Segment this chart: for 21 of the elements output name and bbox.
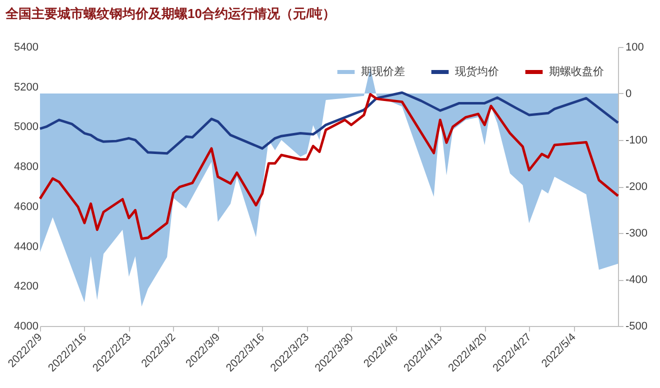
y-tick-label: 4400: [14, 240, 38, 253]
line-series: [38, 92, 620, 240]
y2-tick-label: -100: [626, 134, 648, 146]
y2-tick-label: 100: [626, 42, 644, 54]
y2-tick-label: -300: [626, 228, 648, 240]
y-tick-label: 5200: [14, 81, 38, 94]
chart-title: 全国主要城市螺纹钢均价及期螺10合约运行情况（元/吨）: [4, 6, 336, 21]
line-series: [38, 91, 620, 155]
y2-tick-label: 0: [626, 88, 632, 100]
y-tick-label: 4000: [14, 320, 38, 332]
y2-tick-label: -400: [626, 274, 648, 286]
legend-label: 现货均价: [455, 66, 499, 78]
y2-tick-label: -500: [626, 320, 648, 332]
legend-label: 期螺收盘价: [549, 65, 604, 78]
y-tick-label: 5400: [14, 42, 38, 54]
legend-label: 期现价差: [361, 66, 405, 78]
y-tick-label: 5000: [14, 121, 38, 134]
y-tick-label: 4600: [14, 200, 38, 213]
y-tick-label: 4200: [14, 280, 38, 293]
y2-tick-label: -200: [626, 181, 648, 193]
y-tick-label: 4800: [14, 161, 38, 174]
